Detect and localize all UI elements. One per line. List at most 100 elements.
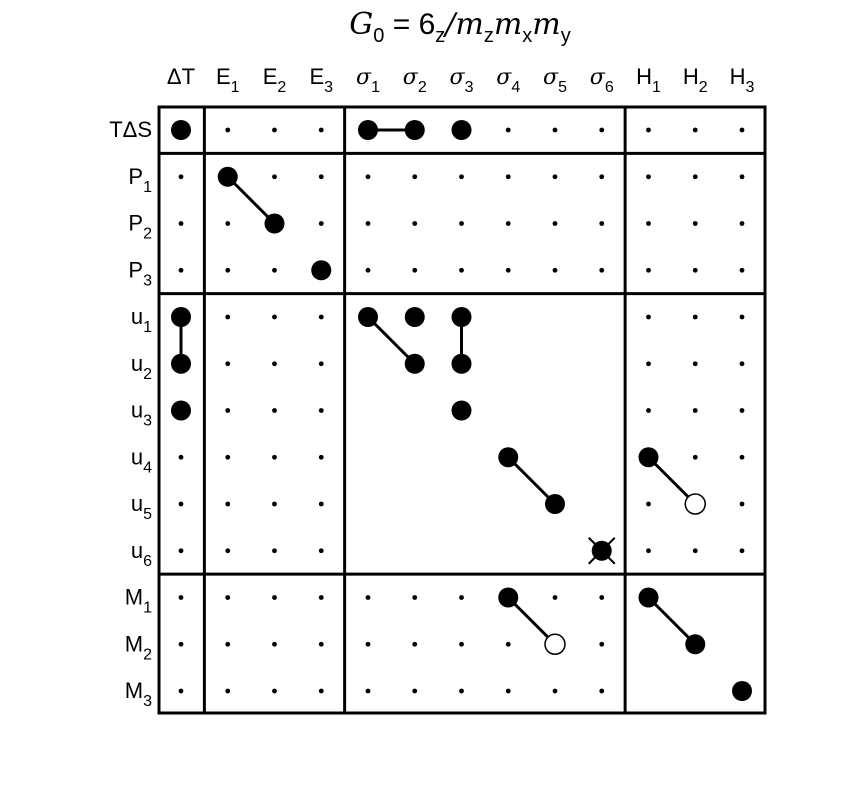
empty-cell-dot (225, 267, 231, 273)
filled-coupling-dot (545, 494, 565, 514)
row-label: TΔS (109, 117, 152, 142)
column-label: H1 (636, 64, 661, 96)
cross-mark (588, 537, 616, 565)
filled-coupling-dot (311, 260, 332, 281)
empty-cell-dot (318, 221, 324, 226)
empty-cell-dot (739, 501, 745, 507)
filled-coupling-dot (638, 447, 659, 468)
empty-cell-dot (178, 221, 184, 226)
empty-cell-dot (412, 688, 418, 694)
filled-coupling-dot (358, 307, 378, 327)
empty-cell-dot (412, 221, 418, 226)
empty-cell-dot (272, 548, 277, 554)
empty-cell-dot (739, 221, 745, 226)
filled-coupling-dot (171, 307, 191, 327)
empty-cell-dot (272, 267, 277, 273)
empty-cell-dot (272, 127, 277, 133)
empty-cell-dot (412, 641, 418, 647)
column-label: σ2 (403, 65, 427, 96)
empty-cell-dot (552, 127, 558, 133)
empty-cell-dot (505, 221, 511, 226)
row-labels: TΔS P1 P2 P3 u1 u2 u3 u4 u5 u6 M1 M2 M3 (109, 117, 152, 710)
coupling-link (647, 456, 697, 506)
empty-cell-dot (318, 314, 324, 320)
empty-cell-dot (646, 221, 651, 226)
empty-cell-dot (318, 688, 324, 694)
empty-cell-dot (692, 267, 698, 273)
column-labels: ΔT E1 E2 E3 σ1 σ2 σ3 σ4 σ5 σ6 H1 H2 H3 (167, 64, 755, 96)
empty-cell-dot (692, 127, 698, 133)
empty-cell-dot (505, 127, 511, 133)
empty-cell-dot (178, 174, 184, 180)
empty-cell-dot (318, 641, 324, 647)
row-label: M1 (125, 585, 152, 617)
empty-cell-dot (739, 361, 745, 367)
filled-coupling-dot (498, 587, 519, 608)
column-label: ΔT (167, 64, 195, 89)
empty-cell-dot (365, 174, 371, 180)
empty-cell-dot (692, 314, 698, 320)
empty-cell-dot (739, 454, 745, 460)
empty-cell-dot (599, 267, 605, 273)
empty-cell-dot (552, 174, 558, 180)
column-label: σ1 (356, 65, 380, 96)
empty-cell-dot (365, 641, 371, 647)
column-label: σ3 (450, 65, 474, 96)
row-label: u2 (131, 351, 152, 383)
column-label: σ6 (590, 65, 614, 96)
empty-cell-dot (178, 548, 184, 554)
filled-coupling-dot (171, 353, 191, 374)
filled-coupling-dot (358, 120, 378, 140)
empty-cell-dot (318, 454, 324, 460)
empty-cell-dot (599, 221, 605, 226)
empty-cell-dot (178, 595, 184, 600)
empty-cell-dot (225, 641, 231, 647)
column-label: H3 (730, 64, 755, 96)
empty-cell-dot (599, 127, 605, 133)
row-label: M2 (125, 631, 152, 663)
empty-cell-dot (505, 174, 511, 180)
empty-cell-dot (692, 221, 698, 226)
empty-cell-dot (272, 595, 277, 600)
open-coupling-dot (684, 493, 706, 515)
coupling-markers (171, 120, 752, 701)
empty-cell-dot (505, 267, 511, 273)
empty-cell-dot (739, 408, 745, 413)
empty-cell-dot (365, 595, 371, 600)
empty-cell-dot (646, 408, 651, 413)
filled-coupling-dot (498, 447, 519, 468)
matrix-border (157, 105, 767, 715)
empty-cell-dot (225, 548, 231, 554)
empty-cell-dot (225, 127, 231, 133)
empty-cell-dot (599, 688, 605, 694)
empty-cell-markers (178, 127, 745, 694)
coupling-links (179, 128, 697, 646)
empty-cell-dot (365, 221, 371, 226)
column-label: E2 (263, 64, 287, 96)
empty-cell-dot (552, 267, 558, 273)
row-label: P2 (128, 211, 152, 243)
empty-cell-dot (459, 595, 464, 600)
empty-cell-dot (459, 267, 464, 273)
empty-cell-dot (272, 454, 277, 460)
coupling-link (226, 175, 276, 225)
empty-cell-dot (318, 548, 324, 554)
empty-cell-dot (318, 127, 324, 133)
open-coupling-dot (544, 633, 566, 655)
empty-cell-dot (225, 314, 231, 320)
row-label: u1 (131, 304, 152, 336)
empty-cell-dot (739, 548, 745, 554)
column-label: E1 (216, 64, 240, 96)
column-label: σ5 (543, 65, 567, 96)
coupling-link (507, 596, 557, 646)
empty-cell-dot (646, 314, 651, 320)
empty-cell-dot (272, 408, 277, 413)
empty-cell-dot (599, 641, 605, 647)
filled-coupling-dot (451, 400, 472, 421)
empty-cell-dot (552, 595, 558, 600)
empty-cell-dot (646, 501, 651, 507)
empty-cell-dot (225, 595, 231, 600)
row-label: u4 (131, 444, 152, 476)
figure-title: G0 = 6z/mzmxmy (349, 7, 570, 47)
